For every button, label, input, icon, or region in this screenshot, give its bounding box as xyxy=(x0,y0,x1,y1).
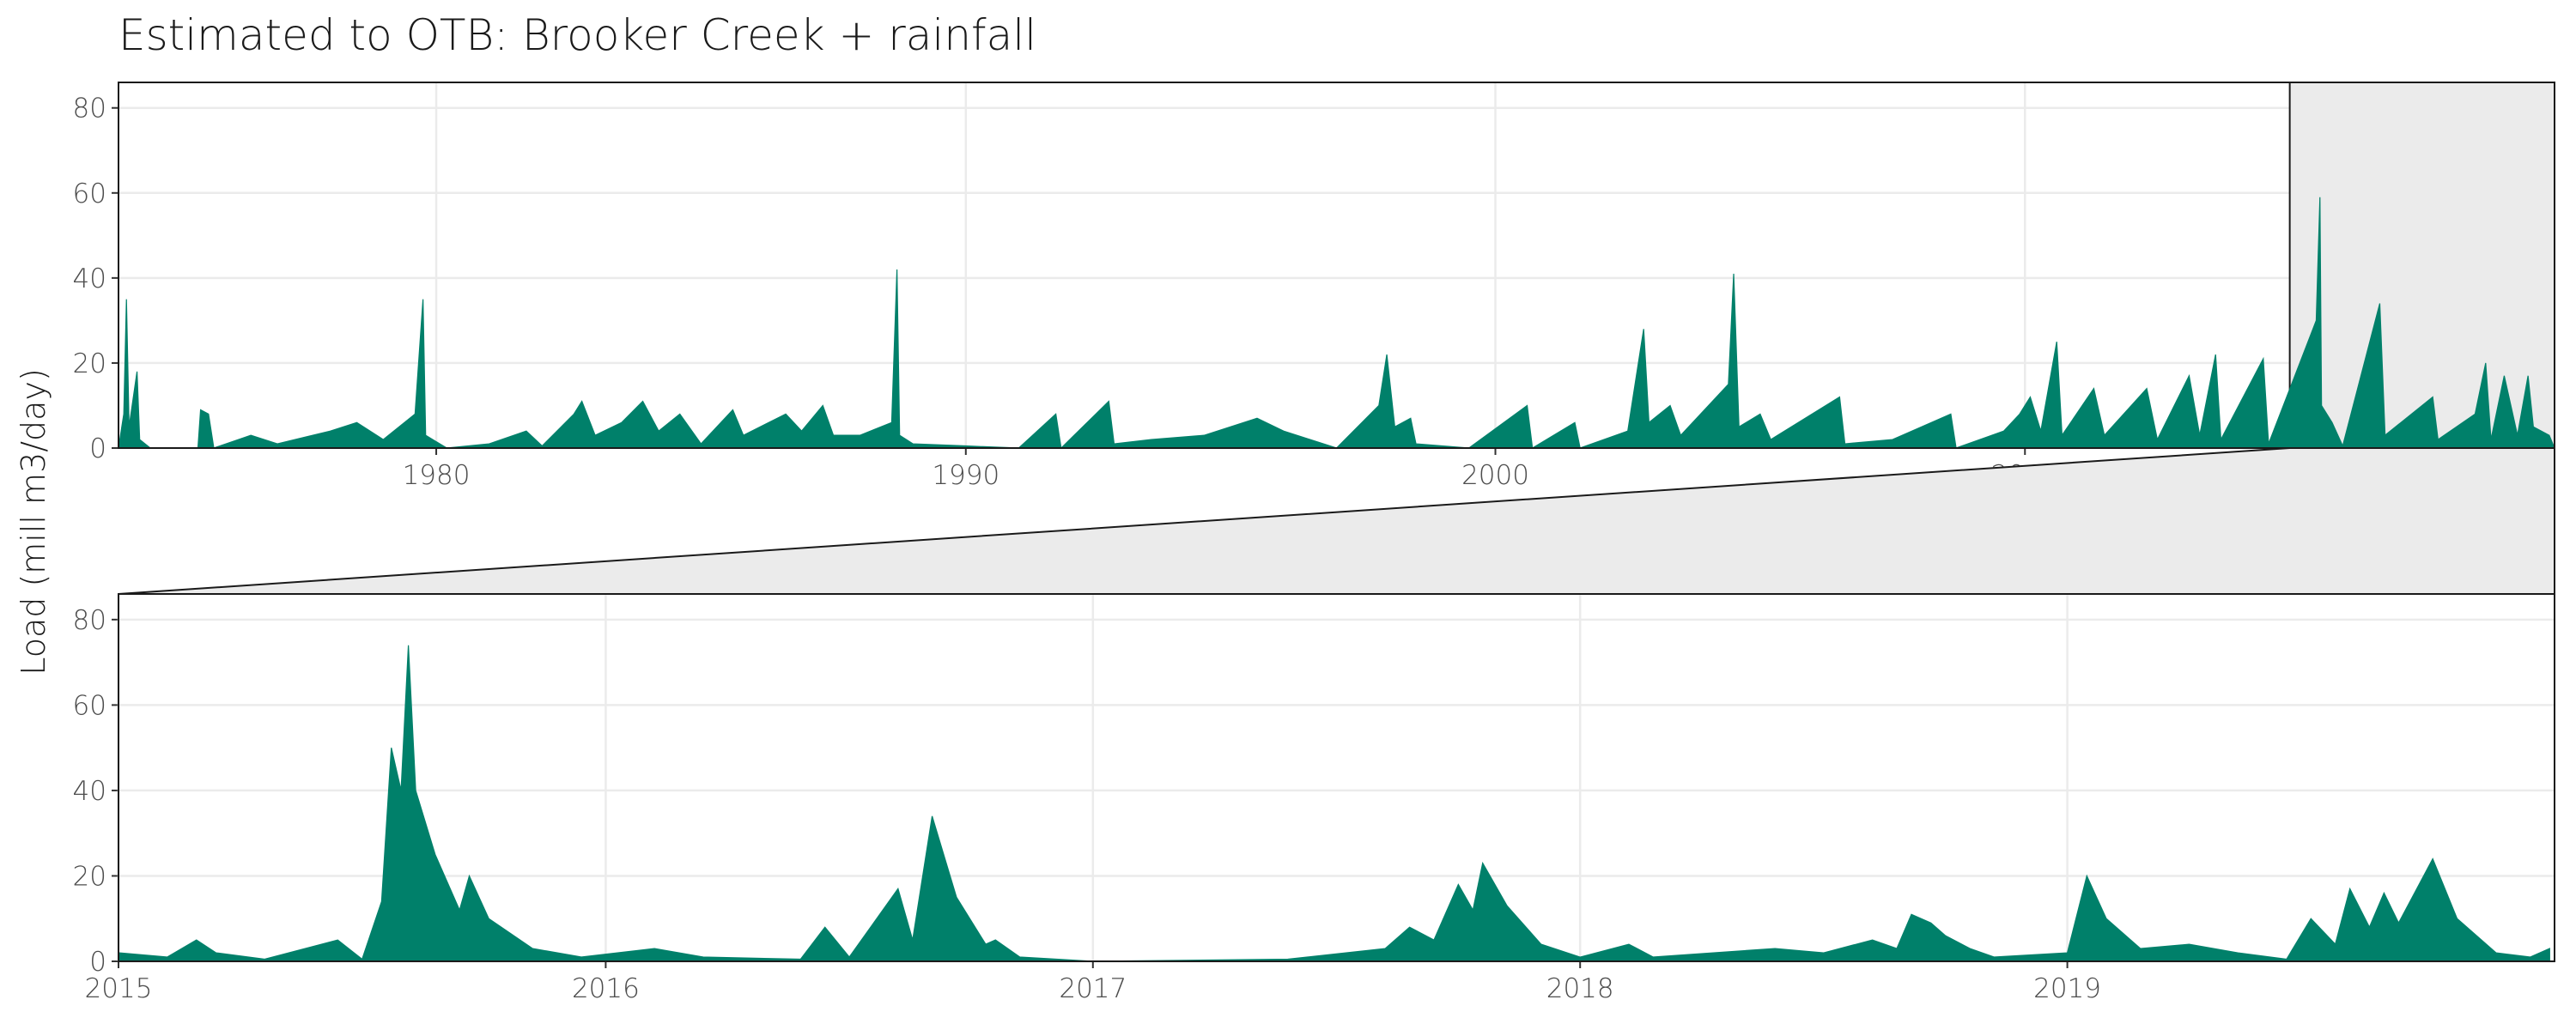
x-tick-label: 2015 xyxy=(85,973,153,1004)
y-tick-label: 20 xyxy=(73,861,106,892)
chart-title: Estimated to OTB: Brooker Creek + rainfa… xyxy=(118,10,1036,60)
x-tick-label: 2018 xyxy=(1546,973,1614,1004)
zoom-connector xyxy=(118,447,2555,595)
panel-border xyxy=(118,82,2555,449)
y-tick-label: 20 xyxy=(73,348,106,379)
y-tick-label: 80 xyxy=(73,605,106,636)
y-tick-label: 60 xyxy=(73,690,106,721)
y-axis-label: Load (mill m3/day) xyxy=(15,368,52,676)
panel-background xyxy=(118,594,2555,961)
area xyxy=(118,197,2555,450)
x-tick-label: 2017 xyxy=(1059,973,1127,1004)
x-tick-label: 2019 xyxy=(2033,973,2101,1004)
y-tick-label: 0 xyxy=(89,433,106,464)
y-tick-label: 0 xyxy=(89,947,106,978)
y-tick-label: 40 xyxy=(73,264,106,294)
area xyxy=(118,645,2550,962)
panel-background xyxy=(118,82,2555,448)
y-tick-label: 40 xyxy=(73,776,106,807)
y-tick-label: 60 xyxy=(73,179,106,209)
x-tick-label: 1980 xyxy=(403,460,471,491)
y-tick-label: 80 xyxy=(73,94,106,124)
zoom-highlight xyxy=(2289,82,2555,448)
x-tick-label: 2000 xyxy=(1461,460,1529,491)
x-tick-label: 1990 xyxy=(932,460,999,491)
x-tick-label: 2016 xyxy=(572,973,640,1004)
panel-border xyxy=(118,593,2555,962)
